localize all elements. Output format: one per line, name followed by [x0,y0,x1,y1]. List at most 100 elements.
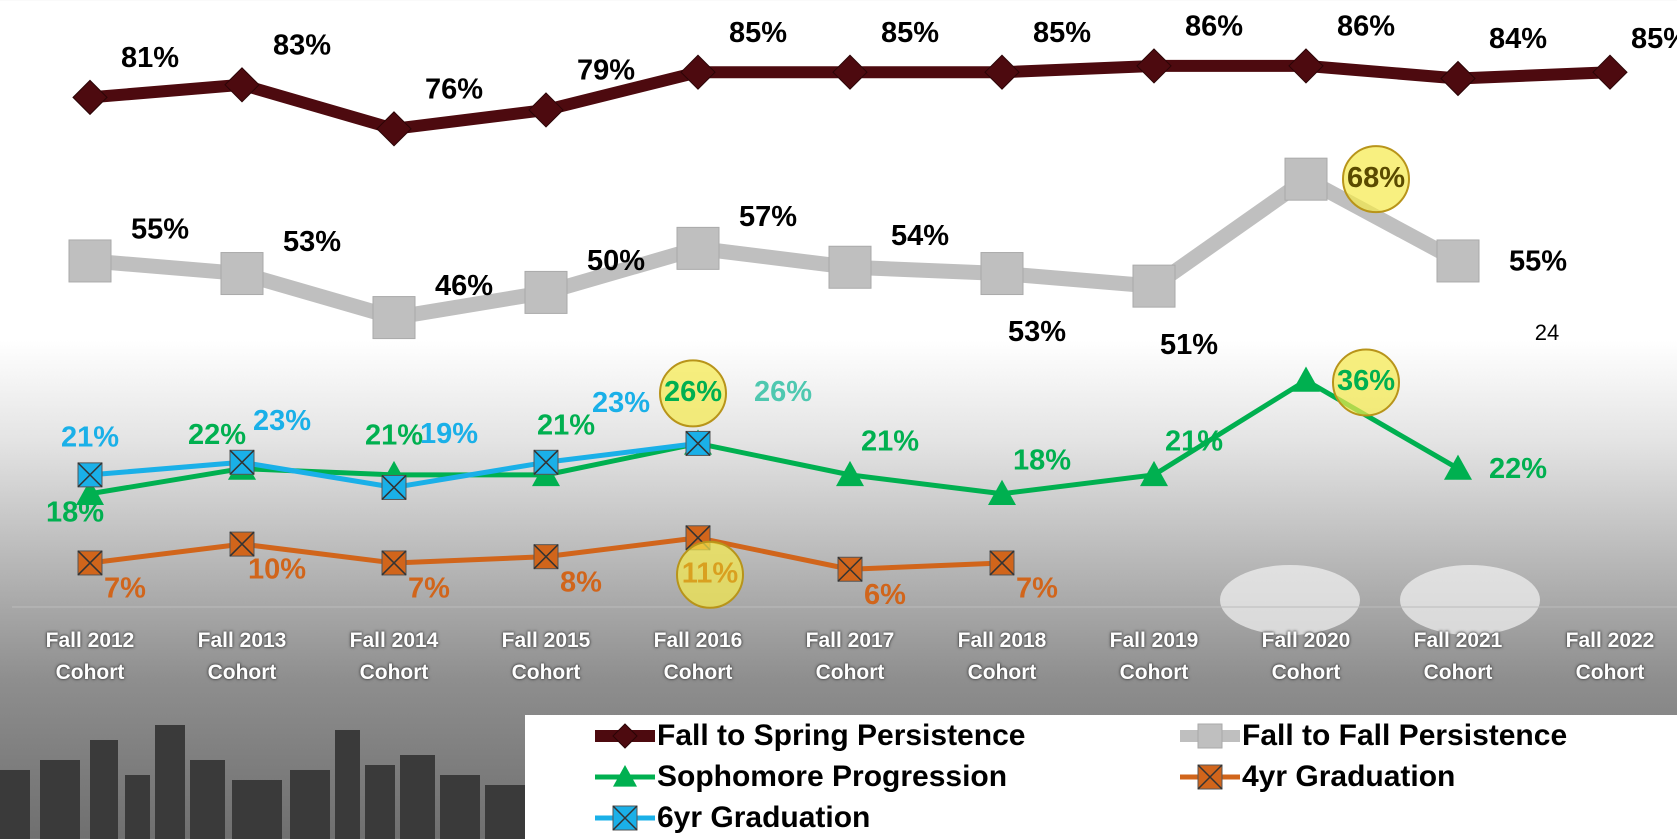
data-label: 22% [1489,453,1547,485]
series-line [89,171,1462,326]
legend-label: 6yr Graduation [657,801,870,834]
marker [612,723,638,749]
marker-cross [381,474,407,500]
legend-label: Fall to Fall Persistence [1242,719,1567,752]
data-label: 81% [121,42,179,74]
data-label: 53% [283,226,341,258]
data-label: 50% [587,245,645,277]
marker-cross [533,544,559,570]
marker [612,805,638,831]
data-label: 21% [537,410,595,442]
data-label: 54% [891,220,949,252]
marker-cross [612,805,638,831]
data-label: 23% [592,387,650,419]
marker [837,556,863,582]
highlight [659,359,727,428]
marker [836,460,864,487]
x-tick-label: Fall 2019 Cohort [1109,629,1199,684]
marker [381,474,407,500]
series [68,157,1480,340]
data-label: 36% [1337,365,1395,397]
marker [984,54,1020,90]
x-tick-label: Fall 2020 Cohort [1261,629,1351,684]
data-label: 23% [253,405,311,437]
data-label: 18% [1013,444,1071,476]
skyline [0,725,525,839]
data-label: 46% [435,270,493,302]
marker [77,550,103,576]
data-label: 55% [131,214,189,246]
marker [832,54,868,90]
marker [1444,454,1472,480]
marker [1440,60,1476,97]
legend-item: 4yr Graduation [1180,760,1455,793]
x-tick-label: Fall 2014 Cohort [349,629,439,684]
x-tick-label: Fall 2018 Cohort [957,629,1047,684]
marker [229,449,255,475]
marker [685,430,711,456]
data-label: 85% [729,17,787,49]
legend-item: Fall to Fall Persistence [1180,719,1567,752]
data-label: 21% [861,426,919,458]
marker [224,67,260,103]
x-tick-label: Fall 2016 Cohort [653,629,743,684]
data-label: 85% [1033,17,1091,49]
marker [524,270,568,314]
data-label: 6% [864,579,906,611]
marker [1284,157,1328,201]
marker [1132,264,1176,308]
highlight [1332,348,1400,417]
marker [989,550,1015,576]
legend-label: 4yr Graduation [1242,760,1455,793]
marker [1292,366,1320,392]
marker [533,449,559,475]
marker-cross [77,550,103,576]
marker [1592,54,1628,90]
legend-item: 6yr Graduation [595,801,870,834]
x-tick-label: Fall 2022 Cohort [1565,629,1655,684]
data-label: 18% [46,496,104,528]
data-label: 83% [273,29,331,61]
marker [381,550,407,576]
marker [1288,48,1324,84]
marker [376,111,412,147]
marker [72,79,108,116]
x-tick-label: Fall 2012 Cohort [45,629,135,684]
data-label: 8% [560,566,602,598]
data-label: 53% [1008,316,1066,348]
marker [528,92,564,128]
data-label: 85% [1631,23,1677,55]
marker [1136,48,1172,84]
marker-cross [381,550,407,576]
data-label: 86% [1337,11,1395,43]
legend-item: Fall to Spring Persistence [595,719,1025,752]
marker [613,765,637,787]
data-label: 85% [881,17,939,49]
x-tick-label: Fall 2013 Cohort [197,629,287,684]
data-label: 26% [754,376,812,408]
marker [828,245,872,289]
data-label: 51% [1160,329,1218,361]
series-line [89,378,1460,497]
data-label: 57% [739,201,797,233]
cloud [1220,565,1360,635]
data-label: 21% [365,420,423,452]
data-label: 7% [1016,573,1058,605]
marker [533,544,559,570]
marker [988,479,1016,505]
x-tick-label: Fall 2015 Cohort [501,629,591,684]
marker [220,252,264,296]
data-label: 7% [104,573,146,605]
highlight [1342,145,1410,214]
data-label: 10% [248,554,306,586]
data-label: 79% [577,55,635,87]
data-label: 19% [420,418,478,450]
marker-cross [229,449,255,475]
marker-cross [1197,764,1223,790]
marker [980,252,1024,296]
series [77,430,711,500]
marker [1197,764,1223,790]
marker [1140,460,1168,487]
